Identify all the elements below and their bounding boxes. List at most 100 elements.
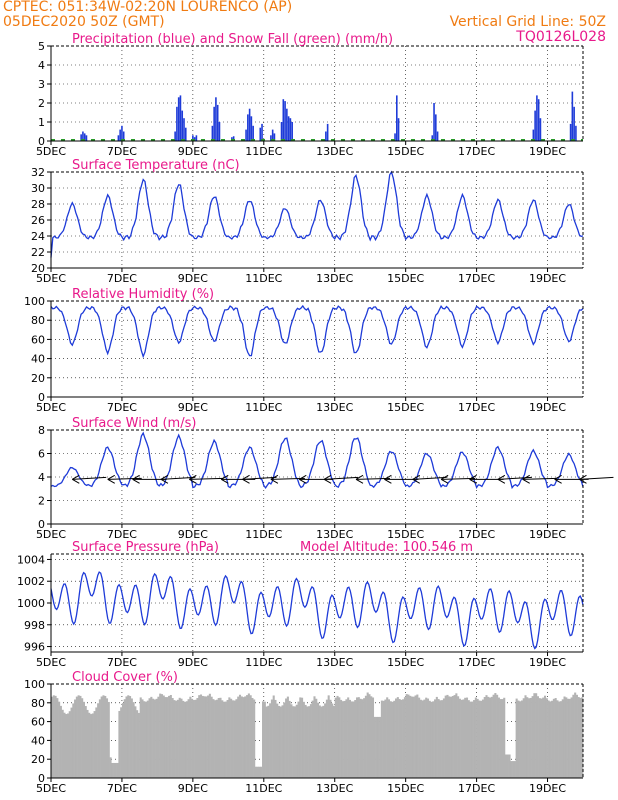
- cloud-bar: [246, 695, 249, 778]
- cloud-bar: [226, 699, 229, 778]
- cloud-bar: [205, 696, 208, 778]
- y-tick-label: 5: [38, 40, 45, 53]
- cloud-bar: [192, 700, 195, 778]
- wind-arrow: [270, 474, 305, 484]
- cloud-bar: [191, 698, 194, 778]
- wind-arrow-head: [355, 474, 364, 484]
- x-tick-label: 7DEC: [107, 272, 137, 285]
- cloud-bar: [561, 699, 564, 778]
- cloud-bar: [439, 700, 442, 778]
- panel-title: Cloud Cover (%): [72, 670, 178, 685]
- cloud-bar: [143, 701, 146, 778]
- wind-arrow-shaft: [412, 476, 447, 480]
- cloud-bar: [453, 695, 456, 778]
- cloud-bar: [238, 694, 242, 778]
- cloud-bar: [258, 766, 261, 778]
- x-tick-label: 11DEC: [245, 145, 282, 158]
- wind-arrow: [72, 474, 107, 484]
- cloud-bar: [180, 698, 183, 778]
- cloud-bar: [185, 701, 188, 778]
- cloud-bar: [169, 694, 172, 778]
- wind-arrow-head: [72, 474, 80, 484]
- cloud-bar: [90, 714, 93, 778]
- cloud-bar: [242, 697, 245, 778]
- y-tick-label: 22: [31, 246, 45, 259]
- precip-bar: [435, 114, 437, 141]
- x-tick-label: 19DEC: [529, 272, 566, 285]
- cloud-bar: [277, 705, 281, 778]
- precip-bar: [218, 122, 221, 141]
- cloud-bar: [137, 712, 140, 778]
- y-tick-label: 0: [38, 518, 45, 531]
- cloud-bar: [391, 701, 394, 778]
- precip-bar: [534, 110, 536, 141]
- precip-bar: [291, 122, 293, 141]
- cloud-bar: [341, 701, 344, 778]
- chart-panel-3: 0 20 40 60 80 100 5DEC 7DEC 9DEC 11DEC 13DEC 15DEC 1…: [24, 287, 584, 414]
- cloud-bar: [492, 694, 495, 778]
- cloud-bar: [528, 698, 531, 778]
- cloud-bar: [563, 696, 566, 778]
- station-title: CPTEC: 051:34W-02:20N LOURENCO (AP): [3, 0, 293, 15]
- cloud-bar: [270, 699, 273, 778]
- cloud-bar: [529, 697, 532, 778]
- cloud-bar: [435, 696, 438, 778]
- cloud-bar: [510, 761, 513, 778]
- cloud-bar: [212, 699, 215, 778]
- cloud-bar: [132, 702, 135, 778]
- cloud-bar: [302, 701, 305, 778]
- cloud-bar: [267, 705, 270, 778]
- cloud-bar: [322, 705, 325, 778]
- cloud-bar: [231, 700, 234, 778]
- wind-arrow: [323, 474, 359, 484]
- cloud-bar: [111, 762, 114, 778]
- cloud-bar: [442, 698, 445, 778]
- cloud-bar: [61, 709, 64, 778]
- cloud-bar: [375, 716, 378, 778]
- x-tick-label: 19DEC: [529, 145, 566, 158]
- cloud-bar: [129, 696, 132, 778]
- wind-arrow-head: [160, 474, 169, 484]
- x-tick-label: 9DEC: [178, 145, 208, 158]
- cloud-bar: [331, 703, 334, 778]
- y-tick-label: 100: [24, 678, 45, 691]
- wind-arrow-head: [554, 474, 562, 484]
- cloud-bar: [395, 698, 398, 778]
- cloud-bar: [159, 693, 162, 778]
- cloud-bar: [366, 692, 369, 778]
- cloud-bar: [150, 696, 153, 778]
- wind-arrow: [355, 474, 391, 484]
- cloud-bar: [93, 711, 96, 778]
- cloud-bar: [554, 698, 557, 778]
- precip-bar: [261, 123, 263, 141]
- chart-panel-4: 0 2 4 6 8 5DEC 7DEC 9DEC 11DEC 13DEC 15DEC 17DEC 19D…: [36, 416, 614, 541]
- cloud-bar: [512, 761, 515, 778]
- x-tick-label: 13DEC: [316, 145, 353, 158]
- cloud-bar: [450, 696, 453, 778]
- series-line: [50, 431, 584, 490]
- cloud-bar: [66, 713, 70, 778]
- y-tick-label: 30: [31, 182, 45, 195]
- cloud-bar: [410, 696, 414, 778]
- cloud-bar: [380, 700, 383, 778]
- cloud-bar: [56, 698, 59, 778]
- cloud-bar: [414, 695, 417, 778]
- x-tick-label: 13DEC: [316, 272, 353, 285]
- cloud-bar: [153, 699, 156, 778]
- precip-bar: [192, 135, 194, 141]
- cloud-bar: [572, 694, 575, 778]
- cloud-bar: [141, 699, 144, 778]
- panel-title: Surface Wind (m/s): [72, 416, 196, 431]
- cloud-bar: [418, 697, 421, 778]
- cloud-bar: [240, 696, 243, 778]
- cloud-bar: [474, 697, 477, 778]
- cloud-bar: [531, 696, 534, 778]
- cloud-bar: [481, 699, 484, 778]
- x-tick-label: 13DEC: [316, 656, 353, 669]
- cloud-bar: [361, 699, 364, 778]
- y-tick-label: 80: [31, 697, 45, 710]
- x-tick-label: 9DEC: [178, 401, 208, 414]
- cloud-bar: [524, 695, 527, 778]
- cloud-bar: [343, 700, 346, 778]
- cloud-bar: [217, 698, 220, 778]
